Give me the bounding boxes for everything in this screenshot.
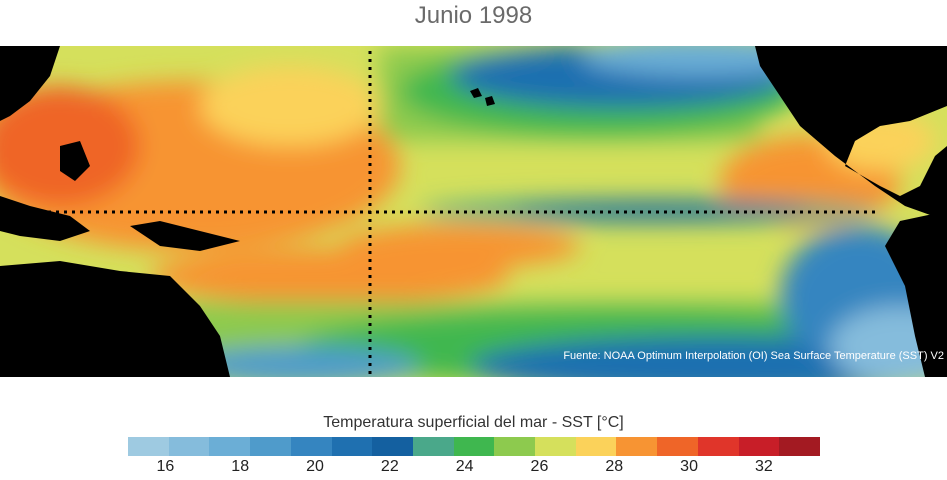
colorbar-tick-label: 30	[680, 458, 698, 475]
colorbar-tick-label: 20	[306, 458, 324, 475]
colorbar-segment	[657, 437, 698, 456]
colorbar-segment	[535, 437, 576, 456]
colorbar-segment	[738, 437, 780, 456]
colorbar-tick-label: 16	[156, 458, 175, 475]
map-title: Junio 1998	[414, 2, 533, 29]
colorbar-segment	[290, 437, 332, 456]
colorbar-segment	[697, 437, 739, 456]
colorbar-segment	[575, 437, 617, 456]
land-masses	[0, 46, 947, 377]
colorbar-segment	[616, 437, 658, 456]
colorbar-tick-label: 18	[231, 458, 250, 475]
colorbar-title: Temperatura superficial del mar - SST [°…	[323, 414, 624, 431]
colorbar-tick-label: 32	[754, 458, 773, 475]
colorbar-tick-label: 24	[455, 458, 474, 475]
colorbar-tick-label: 28	[605, 458, 624, 475]
colorbar-segment	[494, 437, 536, 456]
colorbar-segment	[331, 437, 373, 456]
colorbar-segment	[250, 437, 291, 456]
sst-map	[0, 46, 947, 377]
colorbar-segment	[209, 437, 251, 456]
colorbar-segment	[128, 437, 169, 456]
source-caption: Fuente: NOAA Optimum Interpolation (OI) …	[563, 350, 944, 362]
colorbar-segment	[779, 437, 820, 456]
colorbar-segment	[412, 437, 454, 456]
colorbar-segment	[372, 437, 413, 456]
colorbar-tick-label: 26	[530, 458, 549, 475]
colorbar-ticks: 16 18 20 22 24 26 28 30 32	[0, 458, 947, 480]
colorbar	[128, 437, 820, 456]
colorbar-tick-label: 22	[380, 458, 399, 475]
colorbar-segment	[168, 437, 210, 456]
colorbar-segment	[453, 437, 495, 456]
